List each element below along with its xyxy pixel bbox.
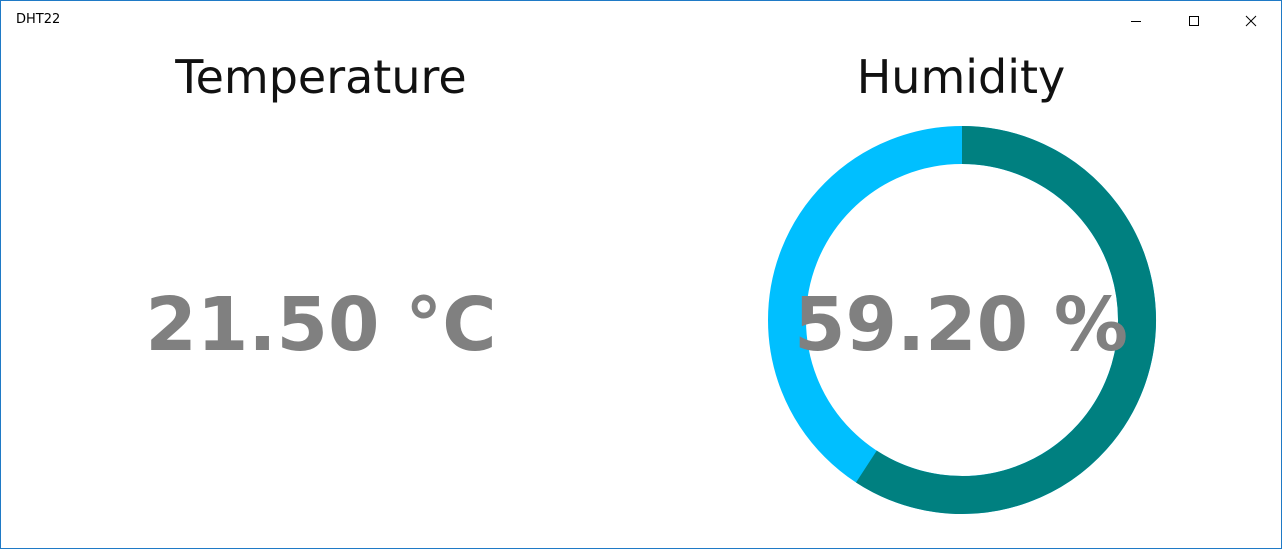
close-icon	[1245, 15, 1257, 27]
minimize-button[interactable]	[1113, 1, 1159, 41]
humidity-value: 59.20 %	[794, 282, 1128, 368]
humidity-gauge	[768, 126, 1156, 514]
window-title: DHT22	[16, 12, 61, 27]
maximize-icon	[1188, 15, 1200, 27]
temperature-title: Temperature	[175, 50, 467, 104]
minimize-icon	[1130, 15, 1142, 27]
title-bar[interactable]: DHT22	[1, 1, 1281, 41]
humidity-gauge-fill	[856, 126, 1156, 514]
maximize-button[interactable]	[1171, 1, 1217, 41]
temperature-value: 21.50 °C	[145, 282, 497, 368]
close-button[interactable]	[1228, 1, 1274, 41]
humidity-title: Humidity	[856, 50, 1066, 104]
